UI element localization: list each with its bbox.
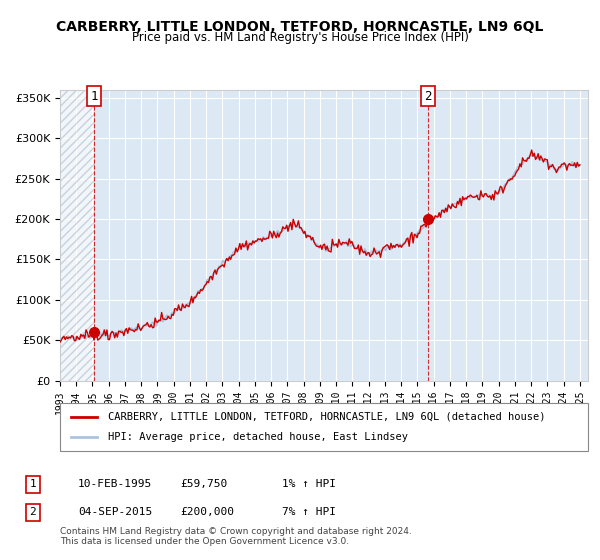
Text: Price paid vs. HM Land Registry's House Price Index (HPI): Price paid vs. HM Land Registry's House … — [131, 31, 469, 44]
Text: £59,750: £59,750 — [180, 479, 227, 489]
Text: 2: 2 — [29, 507, 37, 517]
Text: 1% ↑ HPI: 1% ↑ HPI — [282, 479, 336, 489]
Bar — [60, 90, 94, 381]
Text: 1: 1 — [91, 90, 98, 102]
Text: £200,000: £200,000 — [180, 507, 234, 517]
Text: CARBERRY, LITTLE LONDON, TETFORD, HORNCASTLE, LN9 6QL: CARBERRY, LITTLE LONDON, TETFORD, HORNCA… — [56, 20, 544, 34]
Text: HPI: Average price, detached house, East Lindsey: HPI: Average price, detached house, East… — [107, 432, 407, 442]
Text: CARBERRY, LITTLE LONDON, TETFORD, HORNCASTLE, LN9 6QL (detached house): CARBERRY, LITTLE LONDON, TETFORD, HORNCA… — [107, 412, 545, 422]
Text: 10-FEB-1995: 10-FEB-1995 — [78, 479, 152, 489]
FancyBboxPatch shape — [60, 403, 588, 451]
Text: 1: 1 — [29, 479, 37, 489]
Text: Contains HM Land Registry data © Crown copyright and database right 2024.
This d: Contains HM Land Registry data © Crown c… — [60, 526, 412, 546]
Text: 2: 2 — [425, 90, 432, 102]
Text: 04-SEP-2015: 04-SEP-2015 — [78, 507, 152, 517]
Text: 7% ↑ HPI: 7% ↑ HPI — [282, 507, 336, 517]
